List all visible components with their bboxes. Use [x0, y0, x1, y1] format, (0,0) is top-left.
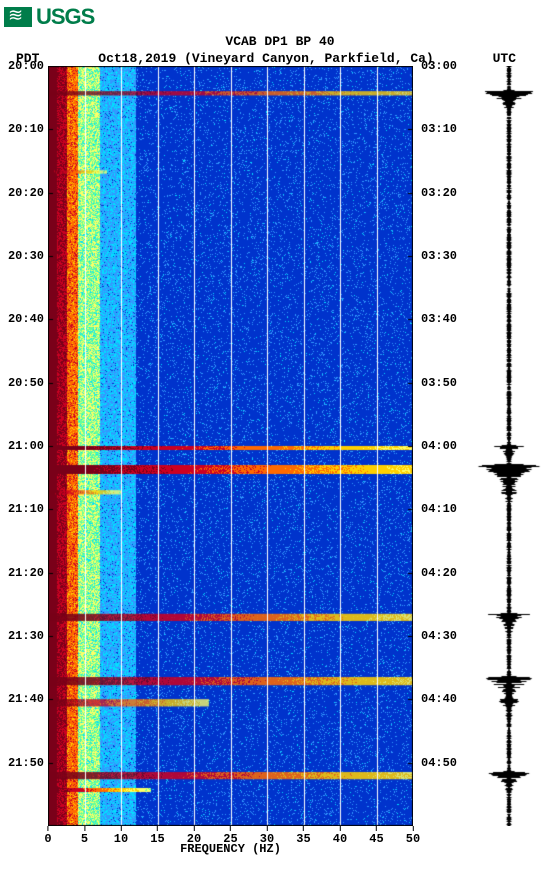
freq-tick: 25 — [223, 826, 237, 846]
freq-tick: 0 — [44, 826, 51, 846]
freq-tick: 20 — [187, 826, 201, 846]
freq-tick: 45 — [369, 826, 383, 846]
time-tick: 20:00 — [4, 59, 44, 73]
time-tick: 04:40 — [421, 692, 461, 706]
time-tick: 03:10 — [421, 122, 461, 136]
time-tick: 20:20 — [4, 186, 44, 200]
time-tick: 03:30 — [421, 249, 461, 263]
time-tick: 04:50 — [421, 756, 461, 770]
station-title: VCAB DP1 BP 40 — [4, 34, 552, 51]
utc-axis: 03:0003:1003:2003:3003:4003:5004:0004:10… — [421, 66, 461, 826]
time-tick: 20:40 — [4, 312, 44, 326]
freq-tick: 35 — [296, 826, 310, 846]
usgs-logo: USGS — [4, 4, 552, 30]
time-tick: 21:10 — [4, 502, 44, 516]
time-tick: 21:50 — [4, 756, 44, 770]
freq-tick: 50 — [406, 826, 420, 846]
freq-tick: 15 — [150, 826, 164, 846]
time-tick: 04:30 — [421, 629, 461, 643]
time-tick: 04:10 — [421, 502, 461, 516]
freq-tick: 30 — [260, 826, 274, 846]
spectrogram — [48, 66, 413, 826]
time-tick: 20:10 — [4, 122, 44, 136]
time-tick: 20:30 — [4, 249, 44, 263]
freq-tick: 10 — [114, 826, 128, 846]
freq-tick: 5 — [81, 826, 88, 846]
chart-header: VCAB DP1 BP 40 — [4, 34, 552, 51]
time-tick: 03:50 — [421, 376, 461, 390]
seismogram-trace — [469, 66, 549, 826]
time-tick: 03:20 — [421, 186, 461, 200]
logo-text: USGS — [36, 4, 94, 30]
time-tick: 03:40 — [421, 312, 461, 326]
time-tick: 20:50 — [4, 376, 44, 390]
time-tick: 21:40 — [4, 692, 44, 706]
time-tick: 21:30 — [4, 629, 44, 643]
pdt-axis: 20:0020:1020:2020:3020:4020:5021:0021:10… — [4, 66, 44, 826]
frequency-axis: FREQUENCY (HZ) 05101520253035404550 — [48, 826, 413, 860]
chart-area: 20:0020:1020:2020:3020:4020:5021:0021:10… — [4, 66, 552, 826]
tz-right: UTC — [493, 51, 516, 66]
time-tick: 21:20 — [4, 566, 44, 580]
time-tick: 04:20 — [421, 566, 461, 580]
freq-tick: 40 — [333, 826, 347, 846]
time-tick: 04:00 — [421, 439, 461, 453]
time-tick: 03:00 — [421, 59, 461, 73]
wave-icon — [4, 7, 32, 27]
timezone-row: PDT Oct18,2019 (Vineyard Canyon, Parkfie… — [4, 51, 552, 66]
time-tick: 21:00 — [4, 439, 44, 453]
